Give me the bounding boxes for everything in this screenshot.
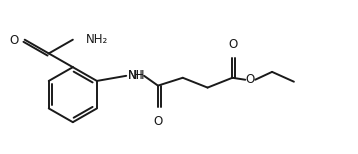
Text: O: O xyxy=(153,115,163,128)
Text: O: O xyxy=(246,73,255,86)
Text: O: O xyxy=(229,38,238,51)
Text: O: O xyxy=(10,34,19,47)
Text: NH₂: NH₂ xyxy=(86,33,108,46)
Text: N: N xyxy=(128,69,137,82)
Text: NH: NH xyxy=(127,69,145,82)
Text: H: H xyxy=(134,69,143,82)
